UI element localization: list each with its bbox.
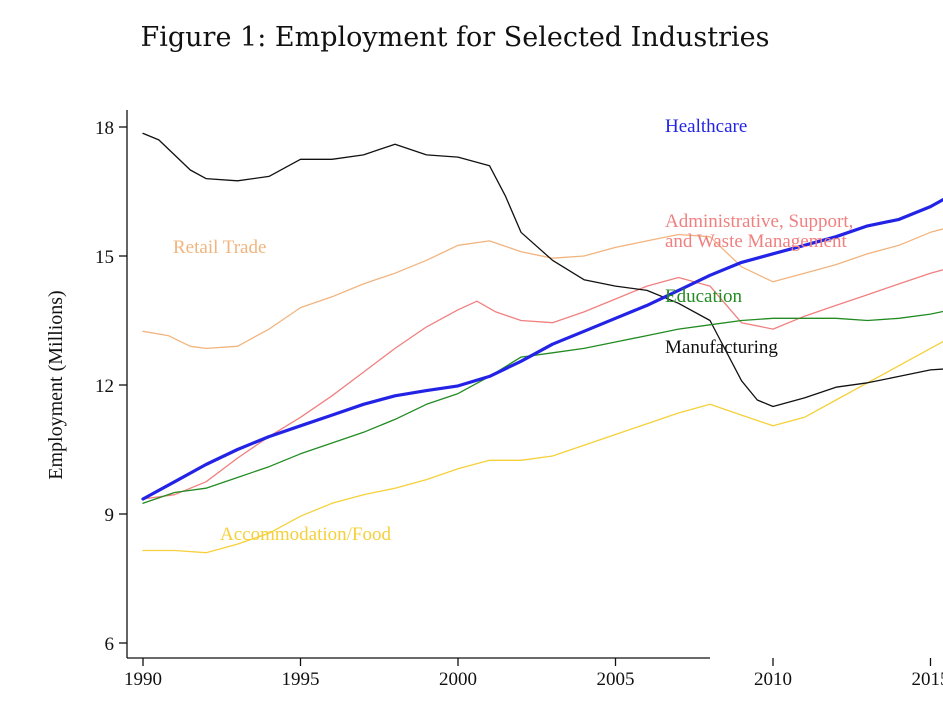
- series-line-manufacturing: [142, 132, 943, 408]
- series-labels: Healthcare Administrative, Support,and Wa…: [173, 116, 853, 545]
- series-label: Manufacturing: [665, 337, 778, 358]
- x-tick-label: 1990: [124, 669, 162, 690]
- y-tick-label: 12: [95, 376, 114, 397]
- series-line-healthcare: [141, 197, 943, 501]
- y-tick-label: 15: [95, 247, 114, 268]
- axes: 6912151819901995200020052010201520202025: [95, 110, 943, 690]
- x-tick-label: 2005: [597, 669, 635, 690]
- y-tick-label: 6: [105, 634, 115, 655]
- x-tick-label: 1995: [282, 669, 320, 690]
- y-tick-label: 9: [105, 505, 115, 526]
- x-tick-label: 2015: [912, 669, 943, 690]
- series-label: and Waste Management: [665, 231, 847, 252]
- series-line-administrative-support-and-waste-management: [142, 269, 943, 500]
- series-line-education: [142, 310, 943, 504]
- series-line-accommodation-food: [142, 340, 943, 554]
- y-tick-label: 18: [95, 118, 114, 139]
- series-label: Healthcare: [665, 116, 747, 137]
- series-line-retail-trade: [142, 228, 943, 350]
- plot-area: [141, 132, 943, 554]
- x-tick-label: 2000: [439, 669, 477, 690]
- figure-title: Figure 1: Employment for Selected Indust…: [140, 22, 770, 53]
- x-tick-label: 2010: [754, 669, 792, 690]
- series-label: Administrative, Support,: [665, 211, 853, 232]
- series-label: Retail Trade: [173, 237, 266, 258]
- series-label: Education: [665, 286, 743, 307]
- y-axis-title: Employment (Millions): [45, 290, 67, 479]
- series-label: Accommodation/Food: [220, 524, 391, 545]
